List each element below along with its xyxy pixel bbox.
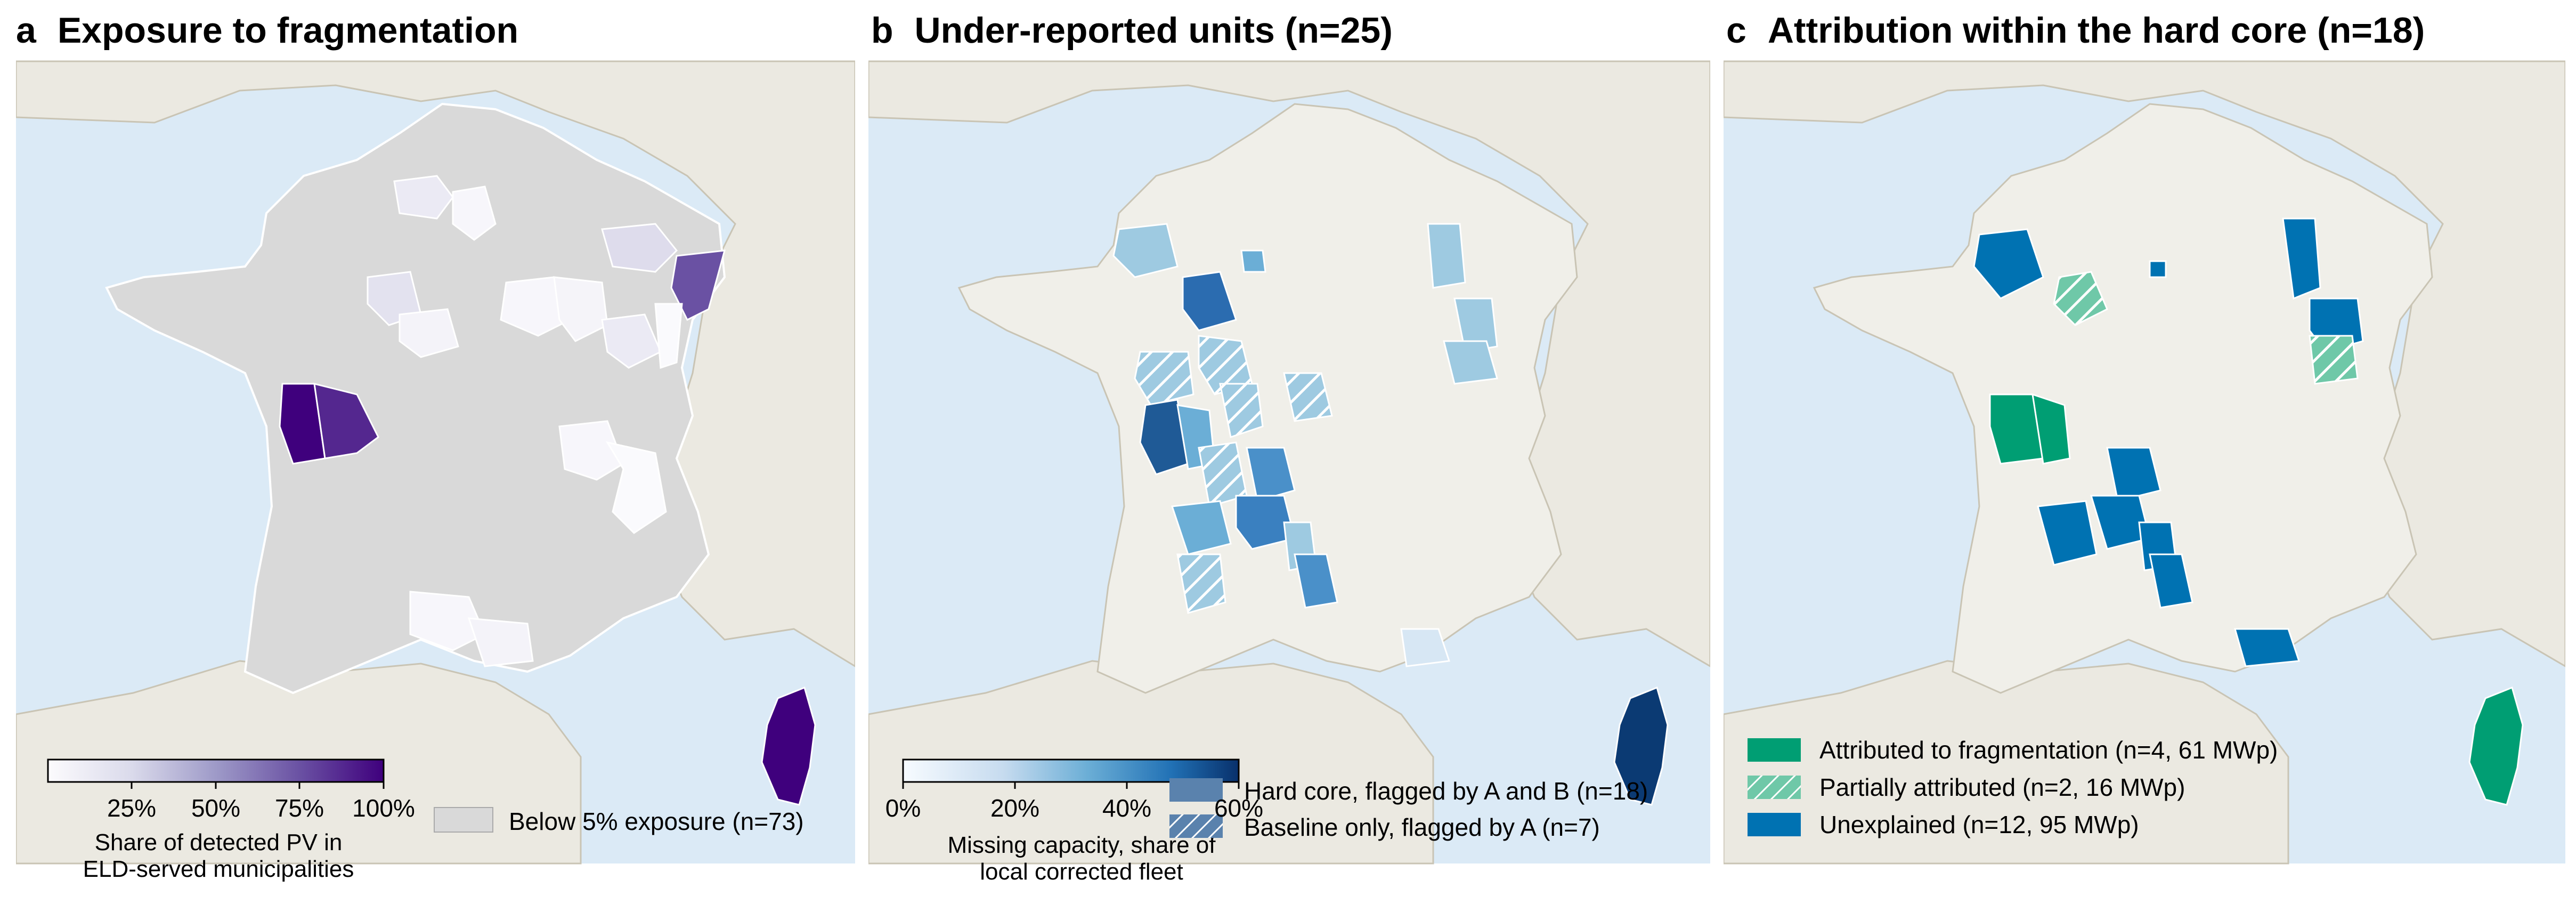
legend-swatch-baseline-only (1169, 814, 1223, 838)
panel-c: c Attribution within the hard core (n=18) (1724, 0, 2565, 904)
colorbar-a-ticks (131, 782, 385, 789)
map-a: 25% 50% 75% 100% Share of detected PV in… (16, 60, 855, 882)
exposure-regions (279, 175, 726, 667)
colorbar-a-tick-label: 75% (275, 794, 324, 822)
colorbar-a-tick-label: 100% (352, 794, 415, 822)
colorbar-b-tick-label: 0% (885, 794, 921, 822)
panel-c-title-text: Attribution within the hard core (n=18) (1767, 10, 2425, 51)
panel-b-title-text: Under-reported units (n=25) (914, 10, 1393, 51)
france-base (105, 102, 726, 695)
colorbar-b-tick-label: 40% (1102, 794, 1151, 822)
panel-a-title: a Exposure to fragmentation (16, 10, 518, 51)
panel-a: a Exposure to fragmentation (16, 0, 855, 904)
spain-land (1724, 660, 2289, 865)
legend-swatch-unexplained (1748, 813, 1801, 836)
legend-swatch-below-threshold (434, 807, 493, 833)
colorbar-a (47, 758, 385, 783)
panel-b-letter: b (871, 10, 893, 51)
colorbar-b-ticks (902, 782, 1240, 789)
colorbar-b-tick-label: 20% (990, 794, 1039, 822)
legend-label-unexplained: Unexplained (n=12, 95 MWp) (1819, 811, 2139, 838)
panel-c-letter: c (1726, 10, 1746, 51)
neighbor-land (16, 60, 855, 667)
colorbar-a-label: ELD-served municipalities (83, 856, 354, 882)
panel-a-letter: a (16, 10, 36, 51)
colorbar-a-tick-label: 50% (191, 794, 240, 822)
panel-b: b Under-reported units (n=25) (868, 0, 1710, 904)
legend-label-hard-core: Hard core, flagged by A and B (n=18) (1244, 777, 1648, 805)
corsica (1613, 686, 1669, 806)
neighbor-land (868, 60, 1710, 667)
panel-b-title: b Under-reported units (n=25) (871, 10, 1393, 51)
corsica (2468, 686, 2524, 806)
colorbar-b-label: local corrected fleet (980, 859, 1183, 885)
legend-swatch-hard-core (1169, 778, 1223, 802)
legend-label-below-threshold: Below 5% exposure (n=73) (509, 808, 804, 835)
colorbar-a-label: Share of detected PV in (95, 829, 343, 855)
colorbar-b-tick-label: 60% (1214, 794, 1263, 822)
colorbar-a-tick-label: 25% (107, 794, 156, 822)
legend-label-attributed: Attributed to fragmentation (n=4, 61 MWp… (1819, 736, 2278, 764)
under-reported-regions (1112, 223, 1498, 667)
corsica (761, 686, 816, 806)
legend-label-partially-attributed: Partially attributed (n=2, 16 MWp) (1819, 773, 2185, 801)
legend-label-baseline-only: Baseline only, flagged by A (n=7) (1244, 813, 1600, 841)
legend-swatch-partially-attributed (1748, 776, 1801, 799)
map-b: 0% 20% 40% Missing capacity, share of lo… (868, 60, 1710, 885)
panel-c-title: c Attribution within the hard core (n=18) (1726, 10, 2425, 51)
map-c: Attributed to fragmentation (n=4, 61 MWp… (1724, 60, 2565, 865)
panel-a-title-text: Exposure to fragmentation (57, 10, 519, 51)
legend-swatch-attributed (1748, 738, 1801, 762)
neighbor-land (1724, 60, 2565, 667)
attribution-regions (1973, 217, 2364, 667)
